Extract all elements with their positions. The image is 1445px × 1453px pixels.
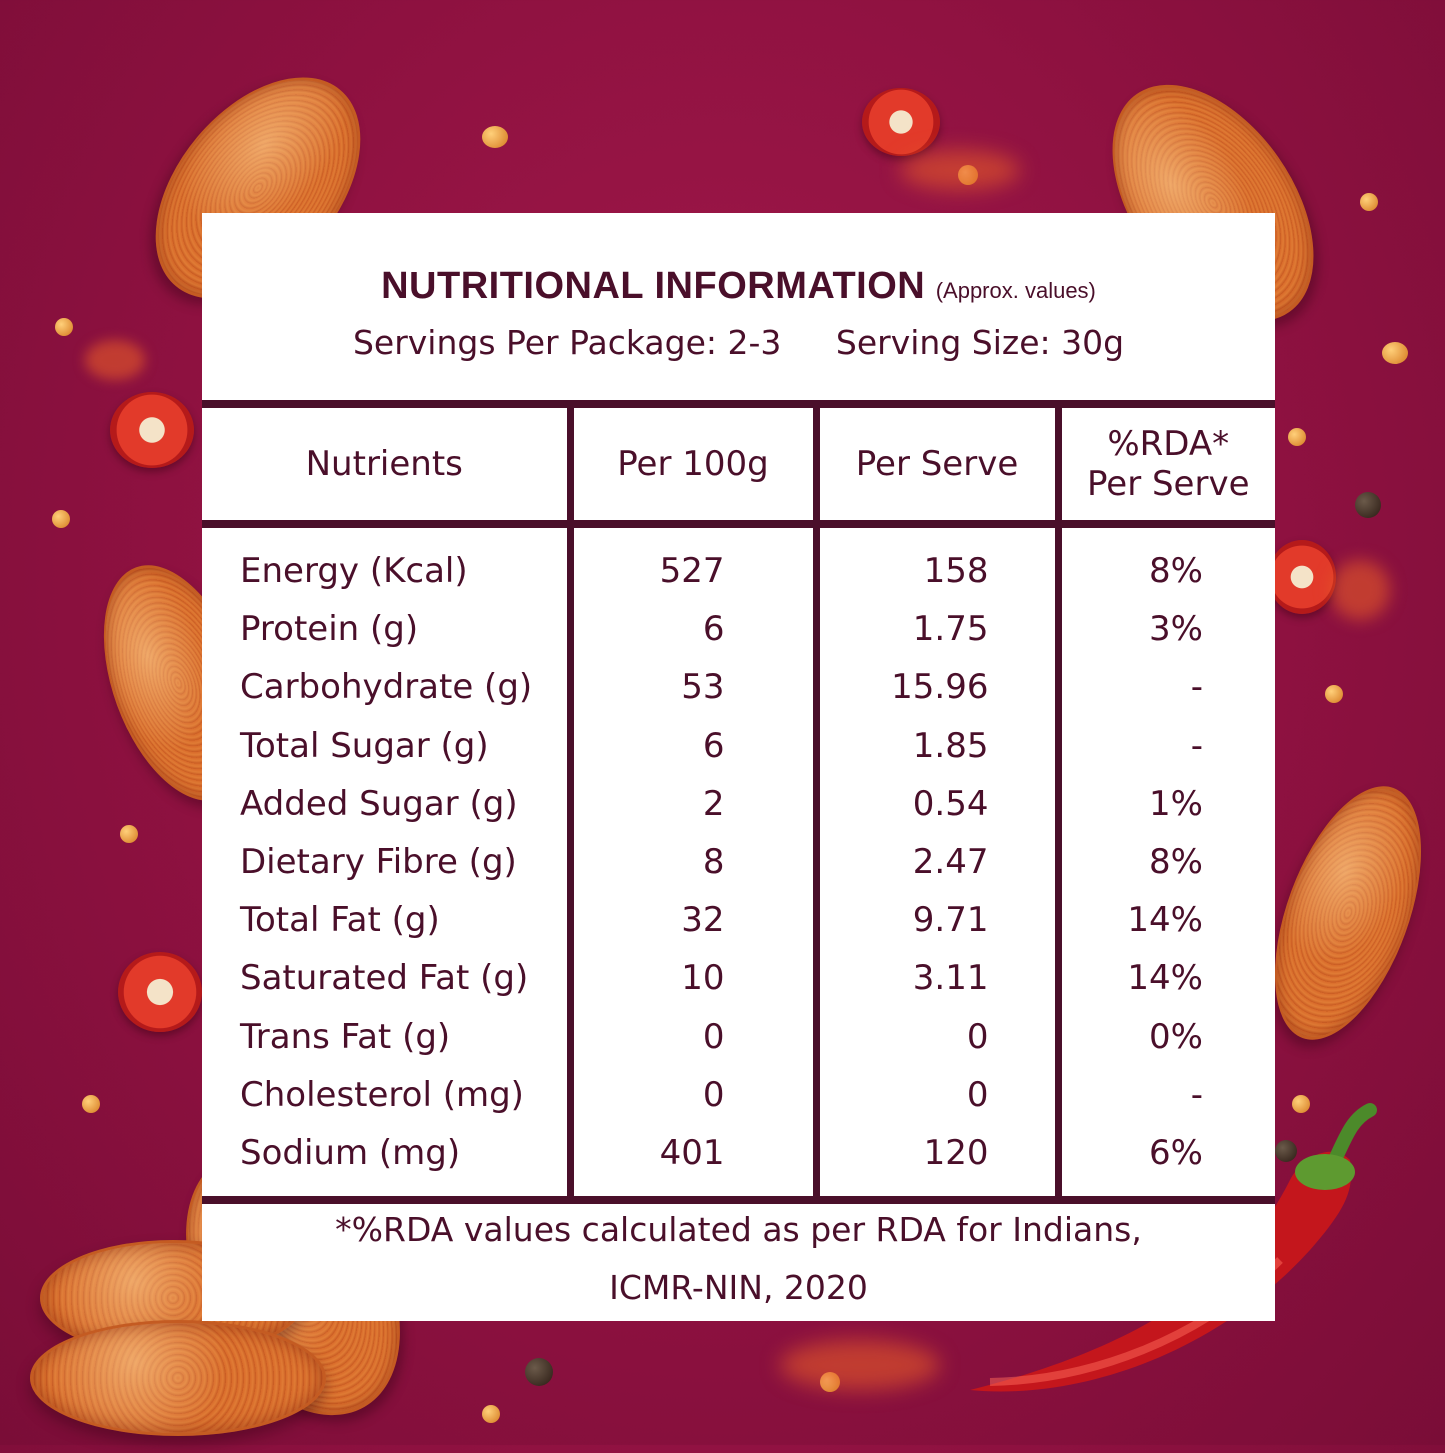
per-100g-value: 0 [566, 1007, 816, 1066]
table-row: Dietary Fibre (g) 8 2.47 8% [202, 832, 1275, 892]
rda-footnote: *%RDA values calculated as per RDA for I… [202, 1201, 1275, 1317]
table-header-row: Nutrients Per 100g Per Serve %RDA* Per S… [202, 400, 1275, 528]
rda-value: 14% [1054, 891, 1275, 950]
coriander-seed-image [1382, 342, 1408, 364]
per-serve-value: 9.71 [812, 891, 1058, 950]
nutrient-name: Dietary Fibre (g) [240, 842, 517, 883]
nutrient-name: Energy (Kcal) [240, 551, 468, 592]
table-row: Trans Fat (g) 0 0 0% [202, 1007, 1275, 1066]
table-row: Sodium (mg) 401 120 6% [202, 1123, 1275, 1205]
rda-value: - [1054, 716, 1275, 775]
nutrient-name: Sodium (mg) [202, 1123, 570, 1205]
seed-image [1292, 1095, 1310, 1113]
nutrient-name: Total Fat (g) [240, 900, 440, 941]
seed-image [1288, 428, 1306, 446]
per-serve-value: 120 [812, 1123, 1058, 1205]
spice-dust [85, 340, 145, 380]
spice-dust [1330, 560, 1390, 620]
seed-image [120, 825, 138, 843]
rda-value: 8% [1054, 524, 1275, 601]
per-100g-value: 0 [566, 1065, 816, 1124]
per-100g-value: 401 [566, 1123, 816, 1205]
rda-value: 6% [1054, 1123, 1275, 1205]
per-100g-value: 53 [566, 658, 816, 717]
peppercorn-image [1355, 492, 1381, 518]
rda-value: 8% [1054, 832, 1275, 892]
per-100g-value: 6 [566, 716, 816, 775]
per-100g-value: 527 [566, 524, 816, 601]
chili-slice-image [118, 952, 202, 1032]
per-100g-value: 32 [566, 891, 816, 950]
chip-image [1245, 767, 1445, 1059]
seed-image [55, 318, 73, 336]
page-title: NUTRITIONAL INFORMATION [381, 265, 926, 307]
table-row: Carbohydrate (g) 53 15.96 - [202, 658, 1275, 717]
per-serve-value: 1.75 [812, 600, 1058, 659]
column-header-rda-line1: %RDA* [1107, 424, 1230, 464]
serving-info: Servings Per Package: 2-3 Serving Size: … [202, 323, 1275, 362]
table-row: Protein (g) 6 1.75 3% [202, 600, 1275, 659]
per-serve-value: 2.47 [812, 832, 1058, 892]
rda-value: - [1054, 658, 1275, 717]
table-row: Added Sugar (g) 2 0.54 1% [202, 774, 1275, 833]
nutrient-name: Carbohydrate (g) [240, 667, 533, 708]
title-subtitle: (Approx. values) [935, 278, 1096, 303]
seed-image [52, 510, 70, 528]
serving-size: Serving Size: 30g [835, 323, 1125, 362]
per-serve-value: 3.11 [812, 949, 1058, 1008]
seed-image [1360, 193, 1378, 211]
table-row: Cholesterol (mg) 0 0 - [202, 1065, 1275, 1124]
footnote-line1: *%RDA values calculated as per RDA for I… [335, 1210, 1142, 1249]
nutrition-card: NUTRITIONAL INFORMATION (Approx. values)… [202, 213, 1275, 1321]
nutrient-name: Added Sugar (g) [240, 783, 518, 824]
per-100g-value: 10 [566, 949, 816, 1008]
nutrient-name: Saturated Fat (g) [240, 958, 529, 999]
column-header-rda-line2: Per Serve [1086, 464, 1250, 504]
table-row: Energy (Kcal) 527 158 8% [202, 524, 1275, 601]
spice-dust [780, 1340, 940, 1390]
seed-image [482, 1405, 500, 1423]
peppercorn-image [1275, 1140, 1297, 1162]
nutrient-name: Protein (g) [240, 609, 419, 650]
table-row: Total Fat (g) 32 9.71 14% [202, 891, 1275, 950]
footnote-line2: ICMR-NIN, 2020 [609, 1268, 868, 1307]
nutrient-name: Trans Fat (g) [240, 1016, 451, 1057]
per-serve-value: 0 [812, 1065, 1058, 1124]
spice-dust [900, 150, 1020, 190]
nutrient-name: Cholesterol (mg) [240, 1074, 524, 1115]
per-100g-value: 8 [566, 832, 816, 892]
rda-value: - [1054, 1065, 1275, 1124]
rda-value: 0% [1054, 1007, 1275, 1066]
column-header-rda: %RDA* Per Serve [1054, 400, 1275, 528]
table-row: Total Sugar (g) 6 1.85 - [202, 716, 1275, 775]
seed-image [1325, 685, 1343, 703]
seed-image [82, 1095, 100, 1113]
chili-slice-image [862, 88, 940, 156]
table-row: Saturated Fat (g) 10 3.11 14% [202, 949, 1275, 1008]
column-header-per-serve: Per Serve [812, 400, 1058, 528]
column-header-nutrients: Nutrients [202, 400, 570, 528]
per-serve-value: 1.85 [812, 716, 1058, 775]
per-serve-value: 158 [812, 524, 1058, 601]
rda-value: 14% [1054, 949, 1275, 1008]
rda-value: 1% [1054, 774, 1275, 833]
servings-per-package: Servings Per Package: 2-3 [352, 323, 782, 362]
per-serve-value: 0.54 [812, 774, 1058, 833]
chili-slice-image [1268, 540, 1336, 614]
coriander-seed-image [482, 126, 508, 148]
column-header-per-100g: Per 100g [566, 400, 816, 528]
nutrient-name: Total Sugar (g) [240, 725, 489, 766]
rda-value: 3% [1054, 600, 1275, 659]
per-serve-value: 15.96 [812, 658, 1058, 717]
per-100g-value: 6 [566, 600, 816, 659]
per-serve-value: 0 [812, 1007, 1058, 1066]
chili-slice-image [110, 392, 194, 468]
per-100g-value: 2 [566, 774, 816, 833]
title-line: NUTRITIONAL INFORMATION (Approx. values) [202, 265, 1275, 308]
peppercorn-image [525, 1358, 553, 1386]
chip-image [30, 1320, 326, 1436]
nutrition-table: Nutrients Per 100g Per Serve %RDA* Per S… [202, 400, 1275, 1205]
